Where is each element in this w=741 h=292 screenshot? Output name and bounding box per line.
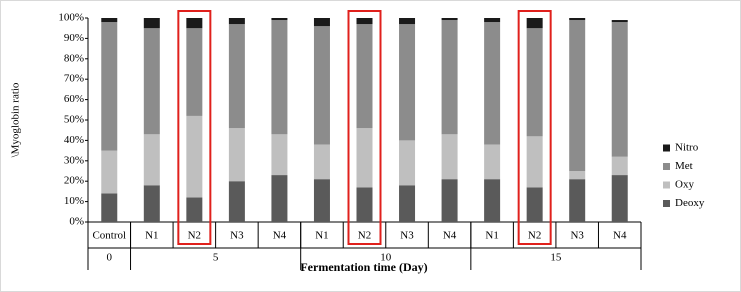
legend-swatch (663, 163, 670, 170)
bar-segment (101, 193, 118, 222)
bar-segment (399, 185, 416, 222)
bar-segment (441, 18, 458, 21)
x-tick-label: N2 (358, 230, 371, 242)
bar-segment (399, 140, 416, 186)
bar-segment (228, 128, 245, 182)
bar-segment (484, 179, 501, 222)
legend-label: Oxy (675, 179, 694, 191)
bar-segment (526, 187, 543, 222)
bar-segment (611, 175, 628, 222)
group-label: 15 (550, 252, 562, 264)
legend-swatch (663, 200, 670, 207)
bar-segment (186, 197, 203, 222)
y-tick-label: 80% (64, 52, 84, 64)
group-label: 10 (380, 252, 392, 264)
bar-segment (228, 181, 245, 222)
legend-swatch (663, 144, 670, 152)
bar-segment (271, 18, 288, 21)
bar-segment (569, 179, 586, 222)
y-axis-title: \Myoglobin ratio (10, 82, 22, 157)
highlight-box (177, 10, 212, 245)
x-tick-label: N4 (613, 230, 627, 242)
legend-label: Deoxy (675, 197, 705, 209)
y-tick-label: 60% (64, 93, 84, 105)
highlight-box (517, 10, 552, 245)
bar-segment (101, 22, 118, 151)
bar-segment (569, 18, 586, 21)
bar-segment (313, 144, 330, 180)
bar-segment (484, 18, 501, 23)
group-label: 0 (107, 252, 113, 264)
x-tick-label: Control (92, 230, 126, 242)
bar-segment (569, 20, 586, 172)
bar-segment (271, 20, 288, 135)
y-tick-label: 20% (64, 175, 84, 187)
bar-segment (143, 134, 160, 186)
bar-segment (526, 28, 543, 137)
bar-segment (228, 18, 245, 25)
x-tick-label: N1 (485, 230, 498, 242)
y-tick-label: 90% (64, 32, 84, 44)
x-tick-label: N1 (315, 230, 328, 242)
x-tick-label: N4 (443, 230, 457, 242)
bar-segment (441, 179, 458, 222)
x-tick-label: N2 (188, 230, 201, 242)
bar-segment (271, 175, 288, 222)
bar-segment (356, 187, 373, 222)
x-tick-label: N4 (273, 230, 287, 242)
bar-segment (611, 20, 628, 23)
legend-label: Met (675, 160, 693, 172)
group-label: 5 (213, 252, 219, 264)
bar-segment (186, 18, 203, 29)
legend-swatch (663, 181, 670, 189)
bar-segment (526, 136, 543, 188)
y-tick-label: 30% (64, 154, 84, 166)
bar-segment (101, 150, 118, 194)
x-tick-label: N3 (230, 230, 244, 242)
y-tick-label: 100% (58, 12, 84, 24)
y-tick-label: 10% (64, 195, 84, 207)
bar-segment (399, 24, 416, 141)
bar-segment (484, 144, 501, 180)
bar-segment (484, 22, 501, 145)
bar-segment (313, 26, 330, 145)
bar-segment (186, 28, 203, 116)
legend-label: Nitro (675, 142, 699, 154)
x-tick-label: N2 (528, 230, 541, 242)
highlight-box (347, 10, 382, 245)
bar-segment (356, 24, 373, 129)
y-tick-label: 0% (69, 216, 84, 228)
bar-segment (356, 128, 373, 188)
bar-segment (399, 18, 416, 25)
x-tick-label: N3 (400, 230, 414, 242)
bar-segment (526, 18, 543, 29)
bar-segment (228, 24, 245, 129)
bar-segment (569, 171, 586, 180)
y-tick-label: 70% (64, 73, 84, 85)
bar-segment (313, 179, 330, 222)
bar-segment (441, 134, 458, 180)
bar-segment (186, 115, 203, 198)
bar-segment (611, 156, 628, 176)
bar-segment (143, 28, 160, 135)
y-tick-label: 40% (64, 134, 84, 146)
bar-segment (313, 18, 330, 27)
bar-segment (441, 20, 458, 135)
bar-segment (356, 18, 373, 25)
x-axis-title: Fermentation time (Day) (300, 260, 427, 274)
x-tick-label: N1 (145, 230, 158, 242)
bar-segment (101, 18, 118, 23)
bar-segment (143, 185, 160, 222)
bar-segment (143, 18, 160, 29)
bar-segment (271, 134, 288, 176)
bar-segment (611, 22, 628, 157)
x-tick-label: N3 (570, 230, 584, 242)
y-tick-label: 50% (64, 114, 84, 126)
